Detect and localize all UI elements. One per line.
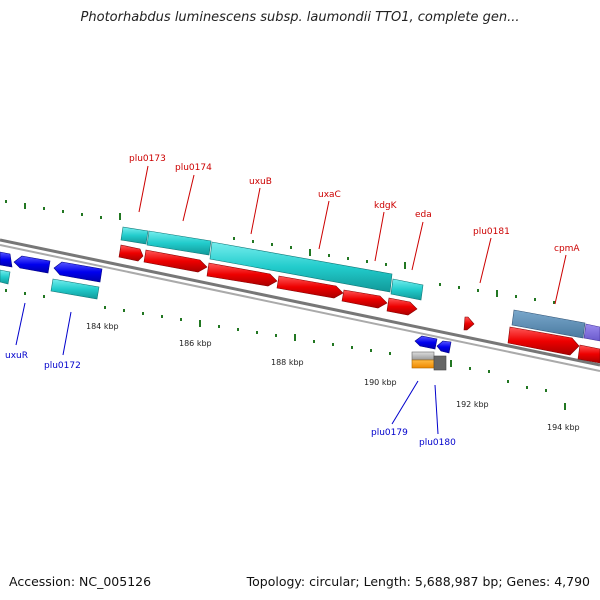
gene-label-eda[interactable]: eda: [415, 210, 432, 220]
label-leader-lines: [15, 165, 567, 435]
reverse-feature-track: [0, 251, 452, 371]
gene-label-plu0173[interactable]: plu0173: [129, 154, 166, 164]
upper-tick-track: [5, 200, 555, 304]
gene-label-uxuB[interactable]: uxuB: [249, 177, 272, 187]
uxuR-rna-feature[interactable]: [0, 269, 11, 285]
plu0180-region-dark[interactable]: [433, 355, 447, 371]
gene-label-kdgK[interactable]: kdgK: [374, 201, 398, 211]
uxuB-uxaC-rna-feature[interactable]: [209, 241, 393, 293]
scale-label-188kbp: 188 kbp: [271, 358, 304, 367]
scale-label-192kbp: 192 kbp: [456, 400, 489, 409]
lower-tick-track: [5, 289, 566, 410]
plu0180-cds[interactable]: [436, 340, 452, 354]
purple-region-feature[interactable]: [583, 323, 600, 342]
accession-text: Accession: NC_005126: [9, 574, 152, 589]
topology-text: Topology: circular; Length: 5,688,987 bp…: [246, 574, 590, 589]
eda-cds[interactable]: [386, 297, 418, 316]
plu0179-region-gray[interactable]: [411, 351, 435, 361]
gene-label-plu0180[interactable]: plu0180: [419, 438, 456, 448]
plu0172-rna-feature[interactable]: [50, 278, 100, 300]
gene-label-plu0172[interactable]: plu0172: [44, 361, 81, 371]
scale-label-184kbp: 184 kbp: [86, 322, 119, 331]
plu0172-cds[interactable]: [53, 261, 103, 283]
scale-label-194kbp: 194 kbp: [547, 423, 580, 432]
plu0179-cds[interactable]: [414, 335, 438, 350]
plu0174-rna-feature[interactable]: [146, 230, 212, 256]
uxuB-cds[interactable]: [206, 262, 278, 287]
gene-label-uxuR[interactable]: uxuR: [5, 351, 28, 361]
plu0174-cds[interactable]: [143, 249, 208, 273]
reverse-cds-partial-1[interactable]: [0, 251, 13, 268]
backbone: [0, 238, 600, 372]
plu0181-cds[interactable]: [463, 316, 475, 331]
scale-labels: 184 kbp 186 kbp 188 kbp 190 kbp 192 kbp …: [86, 322, 580, 432]
kdgK-rna-feature[interactable]: [390, 278, 424, 301]
plu0179-region-orange[interactable]: [411, 359, 435, 369]
scale-label-190kbp: 190 kbp: [364, 378, 397, 387]
map-title: Photorhabdus luminescens subsp. laumondi…: [80, 10, 520, 25]
gene-label-plu0174[interactable]: plu0174: [175, 163, 212, 173]
forward-feature-track: [118, 226, 600, 364]
cpmA-region-feature[interactable]: [511, 309, 586, 339]
gene-label-plu0181[interactable]: plu0181: [473, 227, 510, 237]
plu0173-cds[interactable]: [118, 244, 144, 262]
kdgK-cds[interactable]: [341, 289, 388, 309]
gene-label-plu0179[interactable]: plu0179: [371, 428, 408, 438]
reverse-cds-2[interactable]: [13, 255, 51, 274]
gene-label-cpmA[interactable]: cpmA: [554, 244, 580, 254]
reverse-gene-labels: uxuR plu0172 plu0179 plu0180: [5, 351, 456, 448]
forward-gene-labels: plu0173 plu0174 uxuB uxaC kdgK eda plu01…: [129, 154, 580, 254]
next-cds-partial[interactable]: [577, 344, 600, 364]
gene-label-uxaC[interactable]: uxaC: [318, 190, 341, 200]
scale-label-186kbp: 186 kbp: [179, 339, 212, 348]
plu0173-rna-feature[interactable]: [120, 226, 149, 245]
uxaC-cds[interactable]: [276, 275, 344, 299]
cpmA-cds[interactable]: [507, 326, 580, 356]
